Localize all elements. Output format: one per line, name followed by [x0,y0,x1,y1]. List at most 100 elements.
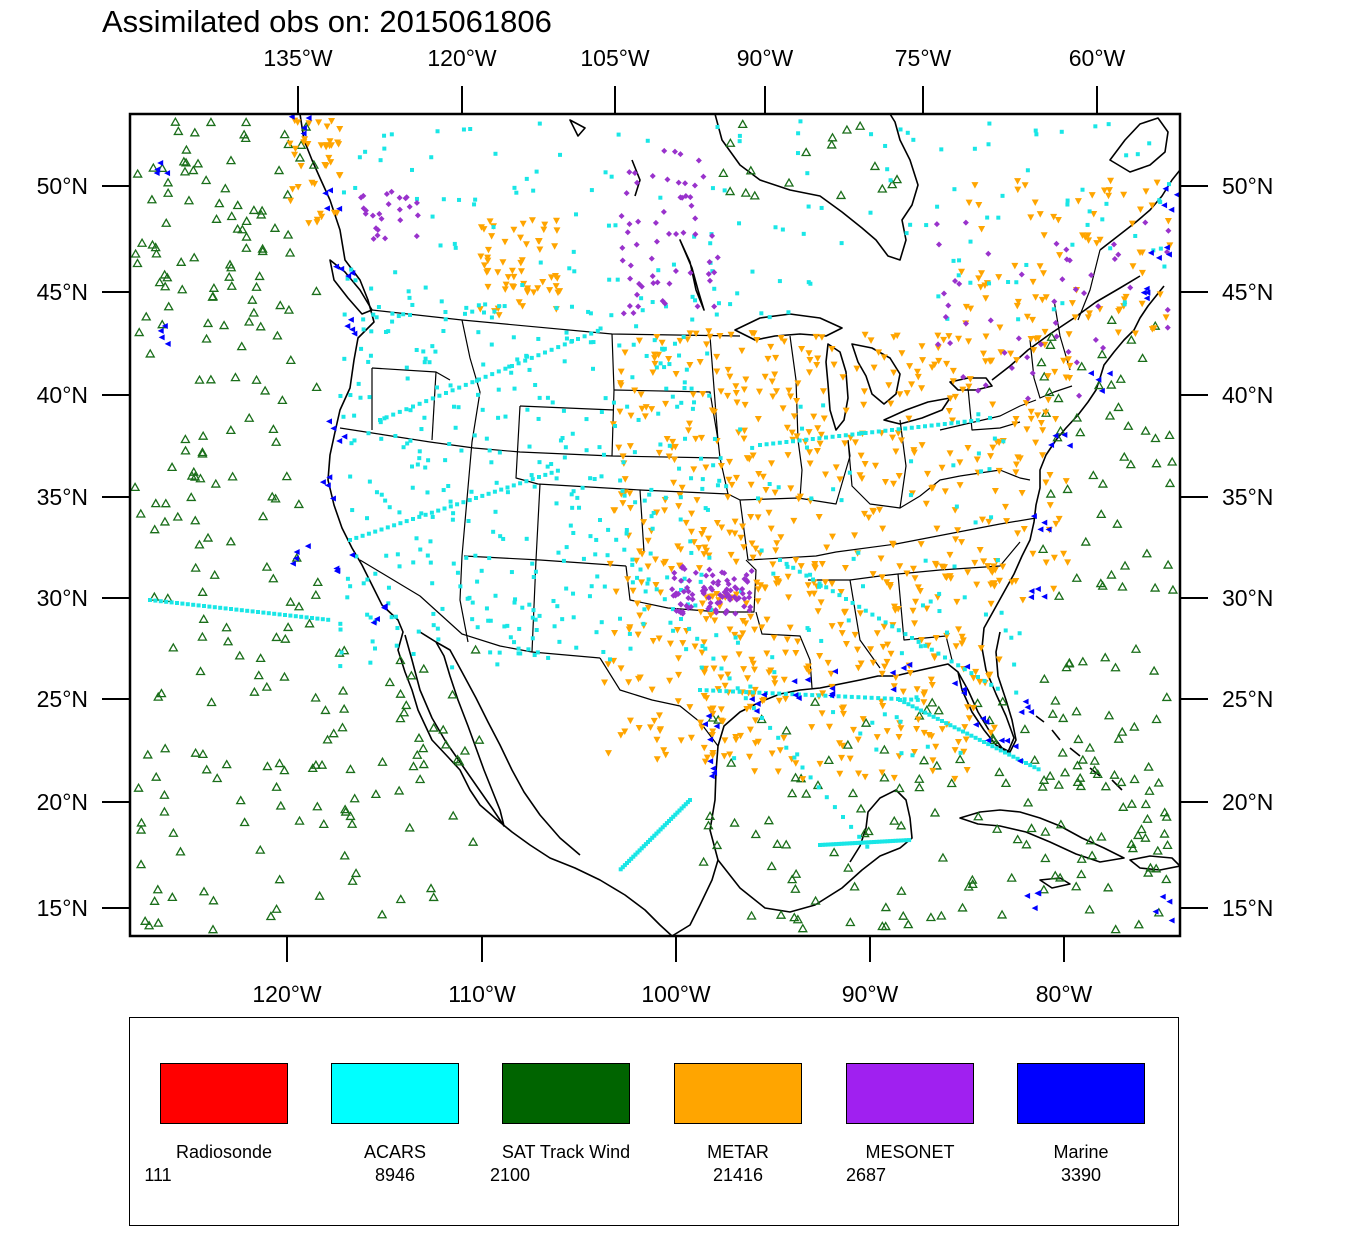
metar-marker [818,561,826,568]
acars-marker [690,317,695,322]
metar-marker [906,363,914,370]
sat-track-wind-marker [280,633,291,643]
sat-track-wind-marker [271,903,282,913]
metar-marker [925,731,933,739]
acars-marker [715,124,720,129]
metar-marker [535,238,543,245]
metar-marker [316,210,324,218]
acars-marker [457,197,462,202]
sat-track-wind-marker [855,120,866,130]
mesonet-marker [748,568,755,575]
metar-marker [947,575,955,582]
acars-marker [717,478,722,483]
metar-marker [782,695,790,703]
metar-marker [653,756,661,763]
sat-track-wind-marker [256,205,268,215]
sat-track-wind-marker [189,127,200,137]
metar-marker [987,567,995,574]
acars-marker [1003,628,1008,633]
sat-track-wind-marker [224,271,235,281]
metar-marker [991,488,999,495]
acars-marker [564,586,569,591]
metar-marker [990,580,998,587]
acars-marker [437,393,442,398]
acars-marker [571,615,576,620]
metar-marker [964,704,972,711]
metar-marker [706,333,714,341]
metar-marker [887,650,895,658]
acars-marker [935,716,940,721]
acars-marker [855,840,860,845]
acars-marker [447,441,452,446]
sat-track-wind-marker [428,722,439,732]
sat-track-wind-marker [257,243,268,253]
metar-marker [779,405,787,412]
metar-marker [815,513,823,521]
metar-marker [995,467,1003,475]
sat-track-wind-marker [136,817,147,827]
metar-marker [1142,188,1150,195]
acars-marker [510,364,514,368]
acars-marker [767,315,772,320]
metar-marker [1030,347,1038,354]
mesonet-marker [975,387,982,394]
metar-marker [661,558,669,566]
acars-marker [771,571,776,576]
sat-track-wind-marker [1137,353,1148,363]
metar-marker [721,737,729,744]
acars-marker [664,304,669,309]
metar-marker [1008,579,1016,586]
metar-marker [629,587,637,595]
metar-marker [941,573,949,580]
acars-marker [575,495,580,500]
acars-marker [492,309,497,314]
metar-marker [676,562,684,570]
acars-marker [738,589,743,594]
sat-track-wind-marker [448,810,459,820]
sat-track-wind-marker [425,883,437,893]
marine-marker [791,678,798,685]
acars-marker [558,438,563,443]
metar-marker [644,537,652,545]
sat-track-wind-marker [1057,747,1068,757]
acars-marker [564,545,569,550]
acars-marker [477,377,481,382]
sat-track-wind-marker [157,319,168,329]
mesonet-marker [710,579,717,586]
acars-marker [430,396,435,401]
sat-track-wind-marker [159,789,170,799]
sat-track-wind-marker [273,165,285,175]
sat-track-wind-marker [954,754,966,764]
acars-marker [883,143,888,148]
mexico-west-coast [435,641,581,856]
metar-marker [820,415,828,422]
metar-marker [780,338,788,346]
metar-marker [754,738,762,746]
metar-marker [662,400,670,408]
acars-marker [823,693,828,698]
sat-track-wind-marker [395,688,406,698]
sat-track-wind-marker [1109,769,1120,779]
marine-marker [333,263,340,270]
acars-marker [857,604,862,609]
acars-marker [350,508,355,513]
acars-marker [497,304,502,309]
acars-marker [969,419,974,423]
acars-marker [671,814,676,819]
acars-marker [1060,301,1065,306]
metar-marker [1074,198,1082,205]
sat-track-wind-marker [725,186,736,196]
acars-marker [790,692,795,697]
sat-track-wind-marker [178,156,189,166]
metar-marker [771,680,779,687]
sat-track-wind-marker [377,756,388,766]
mesonet-marker [620,310,627,317]
metar-marker [311,180,319,188]
bottom-tick-label: 120°W [252,981,322,1007]
mesonet-marker [1024,354,1031,361]
metar-marker [911,620,919,627]
acars-marker [435,129,440,134]
metar-marker [890,480,898,488]
metar-marker [484,283,492,291]
acars-marker [599,620,604,625]
